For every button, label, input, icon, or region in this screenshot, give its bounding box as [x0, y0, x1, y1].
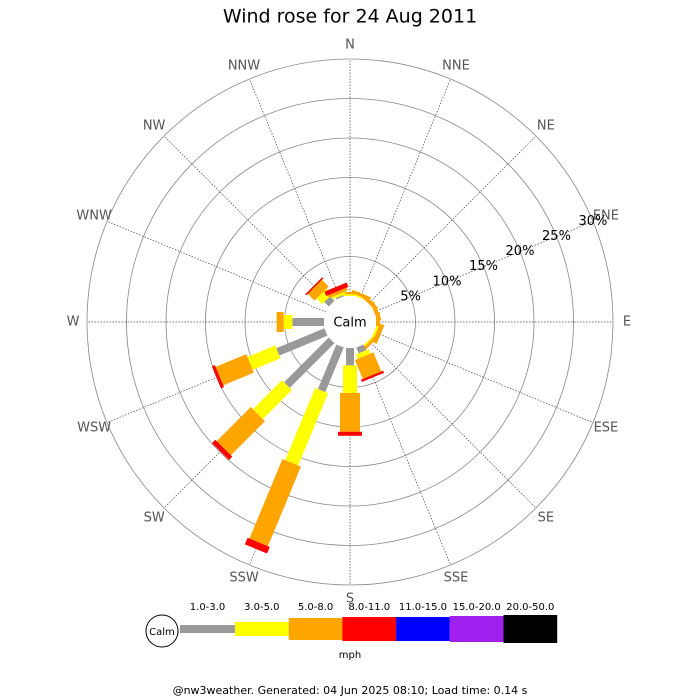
- direction-label: E: [623, 315, 631, 330]
- direction-label: NE: [537, 119, 555, 134]
- legend-label: 5.0-8.0: [298, 602, 333, 613]
- wind-bar: [338, 431, 362, 436]
- wind-bar: [284, 337, 335, 388]
- legend-calm: [145, 614, 179, 648]
- wind-bar: [244, 537, 270, 554]
- wind-bar: [215, 354, 254, 386]
- wind-bar: [343, 294, 357, 296]
- unit-label: mph: [339, 650, 361, 661]
- wind-bar: [283, 315, 293, 329]
- legend-label: 8.0-11.0: [348, 602, 390, 613]
- wind-bar: [211, 365, 225, 389]
- direction-label: SSE: [444, 570, 469, 585]
- wind-bar: [332, 291, 346, 300]
- direction-label: N: [345, 38, 355, 53]
- legend-label: 11.0-15.0: [399, 602, 447, 613]
- wind-bar: [276, 328, 328, 356]
- ring: [165, 137, 535, 507]
- spoke: [106, 221, 327, 313]
- chart-title: Wind rose for 24 Aug 2011: [223, 6, 477, 28]
- r-tick-label: 15%: [469, 259, 498, 274]
- wind-bar: [354, 352, 382, 380]
- legend-swatch: [449, 616, 504, 642]
- direction-label: WNW: [76, 208, 112, 223]
- wind-bar: [211, 439, 233, 461]
- legend-label: 3.0-5.0: [244, 602, 279, 613]
- wind-bar: [324, 296, 335, 307]
- legend-label: 1.0-3.0: [190, 602, 225, 613]
- wind-bar: [353, 293, 368, 301]
- wind-bar: [307, 279, 329, 301]
- spoke: [163, 135, 332, 304]
- direction-label: SW: [144, 510, 165, 525]
- legend-calm-label: Calm: [149, 627, 175, 638]
- footer: @nw3weather. Generated: 04 Jun 2025 08:1…: [173, 684, 528, 697]
- legend-swatch: [396, 617, 450, 641]
- r-tick-label: 30%: [579, 214, 608, 229]
- wind-bar: [249, 458, 301, 547]
- direction-label: WSW: [77, 421, 111, 436]
- legend-swatch: [503, 615, 558, 643]
- wind-bar: [362, 334, 379, 351]
- wind-bar: [317, 344, 344, 393]
- legend-swatch: [180, 625, 235, 633]
- calm-label: Calm: [333, 316, 366, 331]
- ring: [126, 98, 574, 546]
- r-tick-label: 20%: [506, 244, 535, 259]
- wind-bar: [346, 348, 354, 366]
- calm-circle: [324, 296, 376, 348]
- direction-label: SSW: [229, 570, 259, 585]
- wind-bar: [355, 349, 371, 359]
- wind-bar: [252, 380, 292, 420]
- wind-bar: [324, 282, 349, 297]
- legend-label: 15.0-20.0: [453, 602, 501, 613]
- spoke: [373, 331, 594, 423]
- legend-label: 20.0-50.0: [506, 602, 554, 613]
- r-tick-label: 25%: [542, 229, 571, 244]
- r-tick-label: 10%: [433, 274, 462, 289]
- wind-bar: [292, 318, 324, 326]
- ring: [86, 58, 614, 586]
- legend-swatch: [235, 622, 289, 636]
- direction-label: SE: [538, 510, 554, 525]
- direction-label: NW: [143, 119, 166, 134]
- direction-label: NNE: [442, 59, 470, 74]
- spoke: [373, 221, 594, 313]
- spoke: [359, 345, 451, 566]
- spoke: [368, 340, 537, 509]
- direction-label: S: [346, 592, 354, 607]
- wind-bar: [356, 344, 367, 354]
- spoke: [249, 78, 341, 299]
- wind-bar: [328, 287, 348, 299]
- direction-label: ENE: [593, 208, 619, 223]
- legend-swatch: [342, 617, 397, 641]
- spoke: [359, 78, 451, 299]
- wind-bar: [285, 387, 329, 466]
- wind-bar: [216, 407, 265, 456]
- direction-label: W: [67, 315, 80, 330]
- wind-bar: [343, 365, 357, 394]
- wind-bar: [276, 312, 284, 332]
- direction-label: ESE: [594, 421, 619, 436]
- spoke: [368, 135, 537, 304]
- wind-bar: [340, 393, 360, 432]
- wind-bar: [363, 335, 375, 347]
- wind-bar: [360, 370, 385, 382]
- wind-bar: [335, 294, 344, 300]
- wind-bar: [305, 277, 324, 296]
- legend-swatch: [288, 618, 343, 640]
- r-tick-label: 5%: [400, 289, 421, 304]
- wind-bar: [247, 345, 281, 370]
- direction-label: NNW: [228, 59, 260, 74]
